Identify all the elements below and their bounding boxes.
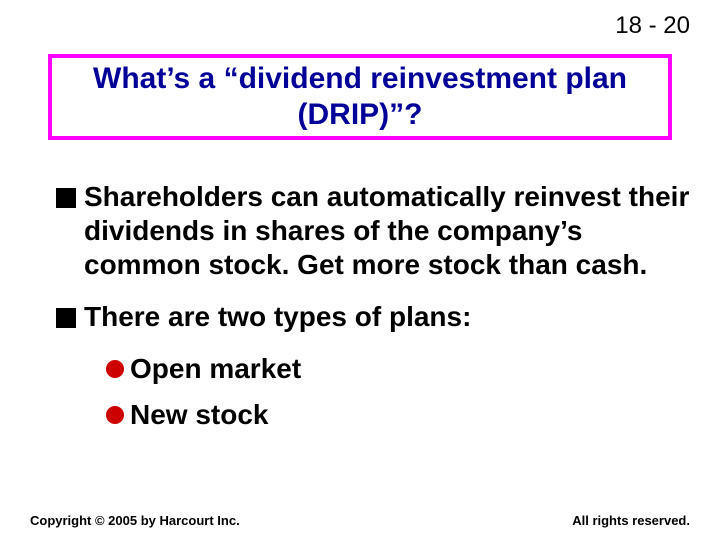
sub-list-item: Open market [106, 353, 690, 385]
sub-text: New stock [130, 399, 269, 431]
bullet-text: Shareholders can automatically reinvest … [84, 180, 690, 282]
list-item: There are two types of plans: [56, 300, 690, 334]
sub-list: Open market New stock [106, 353, 690, 431]
page-number: 18 - 20 [615, 12, 690, 40]
footer-rights: All rights reserved. [572, 513, 690, 528]
sub-text: Open market [130, 353, 301, 385]
sub-list-item: New stock [106, 399, 690, 431]
square-bullet-icon [56, 308, 76, 328]
title-text: What’s a “dividend reinvestment plan (DR… [62, 61, 658, 133]
bullet-text: There are two types of plans: [84, 300, 471, 334]
square-bullet-icon [56, 188, 76, 208]
circle-bullet-icon [106, 360, 124, 378]
footer-copyright: Copyright © 2005 by Harcourt Inc. [30, 513, 240, 528]
list-item: Shareholders can automatically reinvest … [56, 180, 690, 282]
title-box: What’s a “dividend reinvestment plan (DR… [48, 54, 672, 140]
circle-bullet-icon [106, 406, 124, 424]
content-area: Shareholders can automatically reinvest … [56, 180, 690, 445]
